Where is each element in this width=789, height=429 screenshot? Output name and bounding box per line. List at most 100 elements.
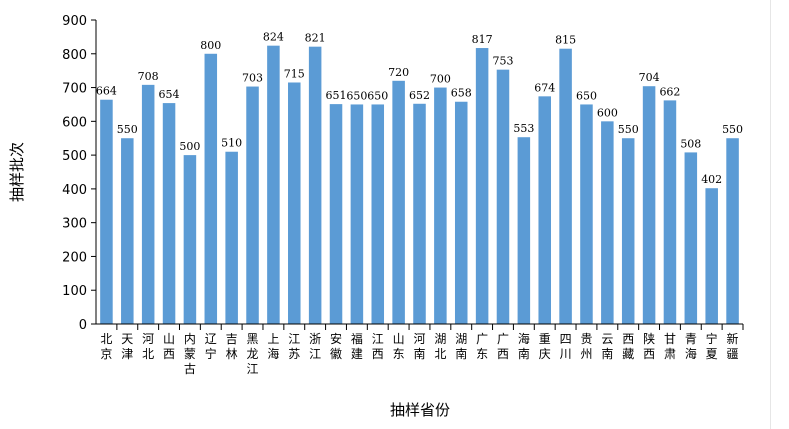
category-label: 新疆	[727, 331, 739, 361]
category-label: 上海	[267, 332, 279, 361]
category-label: 重庆	[539, 332, 551, 361]
category-label: 青海	[685, 332, 697, 361]
data-label: 700	[430, 73, 451, 86]
data-label: 715	[284, 67, 305, 80]
bar	[454, 101, 468, 325]
y-tick-label: 700	[62, 82, 87, 97]
bar	[371, 104, 385, 324]
bar	[267, 45, 280, 324]
category-label: 江西	[372, 332, 384, 361]
category-label: 湖南	[455, 331, 467, 361]
data-label: 704	[639, 71, 660, 84]
bar	[121, 138, 134, 324]
bar	[642, 86, 656, 325]
data-label: 550	[722, 123, 743, 136]
category-label: 云南	[601, 332, 613, 361]
category-label: 贵州	[580, 332, 592, 361]
bar	[517, 137, 531, 324]
bar	[434, 87, 447, 324]
data-label: 703	[242, 72, 263, 85]
y-axis-ticks: 0 100 200 300 400 500 600 700 800 900	[62, 14, 96, 333]
category-label: 山东	[393, 332, 405, 361]
data-label: 550	[618, 123, 639, 136]
data-label: 650	[576, 89, 597, 102]
bar	[183, 155, 197, 324]
data-label: 720	[388, 66, 409, 79]
category-label: 黑龙江	[247, 332, 259, 376]
y-tick-label: 0	[79, 318, 87, 333]
y-tick-label: 300	[62, 217, 87, 232]
category-label: 广西	[497, 332, 509, 361]
bar	[559, 48, 572, 324]
bar	[663, 100, 677, 324]
data-label: 510	[221, 137, 242, 150]
bar	[141, 84, 155, 324]
bar	[684, 152, 698, 324]
category-label: 湖北	[434, 331, 446, 361]
y-tick-label: 600	[62, 115, 87, 130]
bar	[392, 80, 405, 324]
y-tick-label: 800	[62, 48, 87, 63]
category-label: 浙江	[309, 332, 321, 361]
category-label: 天津	[121, 332, 133, 361]
category-label: 吉林	[226, 332, 238, 361]
category-label: 广东	[476, 332, 488, 361]
data-label: 500	[179, 140, 200, 153]
data-label: 674	[534, 81, 555, 94]
data-label: 553	[513, 122, 534, 135]
data-label: 508	[680, 137, 701, 150]
category-label: 江苏	[288, 332, 300, 361]
data-label: 652	[409, 89, 430, 102]
y-tick-label: 200	[62, 250, 87, 265]
data-label: 708	[138, 70, 159, 83]
data-label: 662	[659, 85, 680, 98]
category-label: 北京	[100, 332, 112, 361]
bar	[288, 82, 301, 324]
data-label: 817	[472, 33, 493, 46]
category-label: 河北	[142, 332, 154, 361]
bar	[246, 86, 259, 324]
data-label: 600	[597, 106, 618, 119]
bar	[225, 151, 238, 324]
data-label: 651	[326, 89, 347, 102]
bar	[621, 138, 635, 324]
bar	[413, 103, 426, 324]
bar	[475, 48, 489, 325]
y-tick-label: 500	[62, 149, 87, 164]
x-axis-title: 抽样省份	[390, 401, 450, 419]
data-label: 815	[555, 34, 576, 47]
category-label: 安徽	[330, 331, 342, 361]
page-edge-divider	[770, 0, 771, 429]
bar	[580, 104, 593, 324]
bar	[162, 103, 176, 325]
category-label: 甘肃	[664, 332, 676, 361]
category-label: 辽宁	[205, 332, 217, 361]
data-label: 658	[451, 87, 472, 100]
category-label: 陕西	[643, 331, 655, 361]
category-labels: 北京天津河北山西内蒙古辽宁吉林黑龙江上海江苏浙江安徽福建江西山东河南湖北湖南广东…	[100, 324, 744, 376]
data-label: 824	[263, 31, 284, 44]
category-label: 内蒙古	[184, 332, 196, 376]
data-label: 664	[96, 85, 117, 98]
bar	[350, 104, 364, 324]
bar	[705, 188, 718, 324]
category-label: 山西	[163, 332, 175, 361]
bars	[100, 45, 739, 325]
bar	[496, 69, 510, 324]
bar	[329, 104, 343, 325]
data-label: 650	[346, 89, 367, 102]
category-label: 河南	[413, 332, 425, 361]
data-label: 654	[159, 88, 180, 101]
y-tick-label: 400	[62, 183, 87, 198]
y-tick-label: 900	[62, 14, 87, 29]
data-label: 821	[305, 32, 326, 45]
bar	[204, 53, 218, 325]
category-label: 福建	[351, 331, 363, 361]
bar	[100, 99, 113, 325]
data-label: 402	[701, 173, 722, 186]
data-label: 800	[200, 39, 221, 52]
category-label: 西藏	[622, 332, 634, 361]
y-axis-title: 抽样批次	[8, 142, 26, 202]
